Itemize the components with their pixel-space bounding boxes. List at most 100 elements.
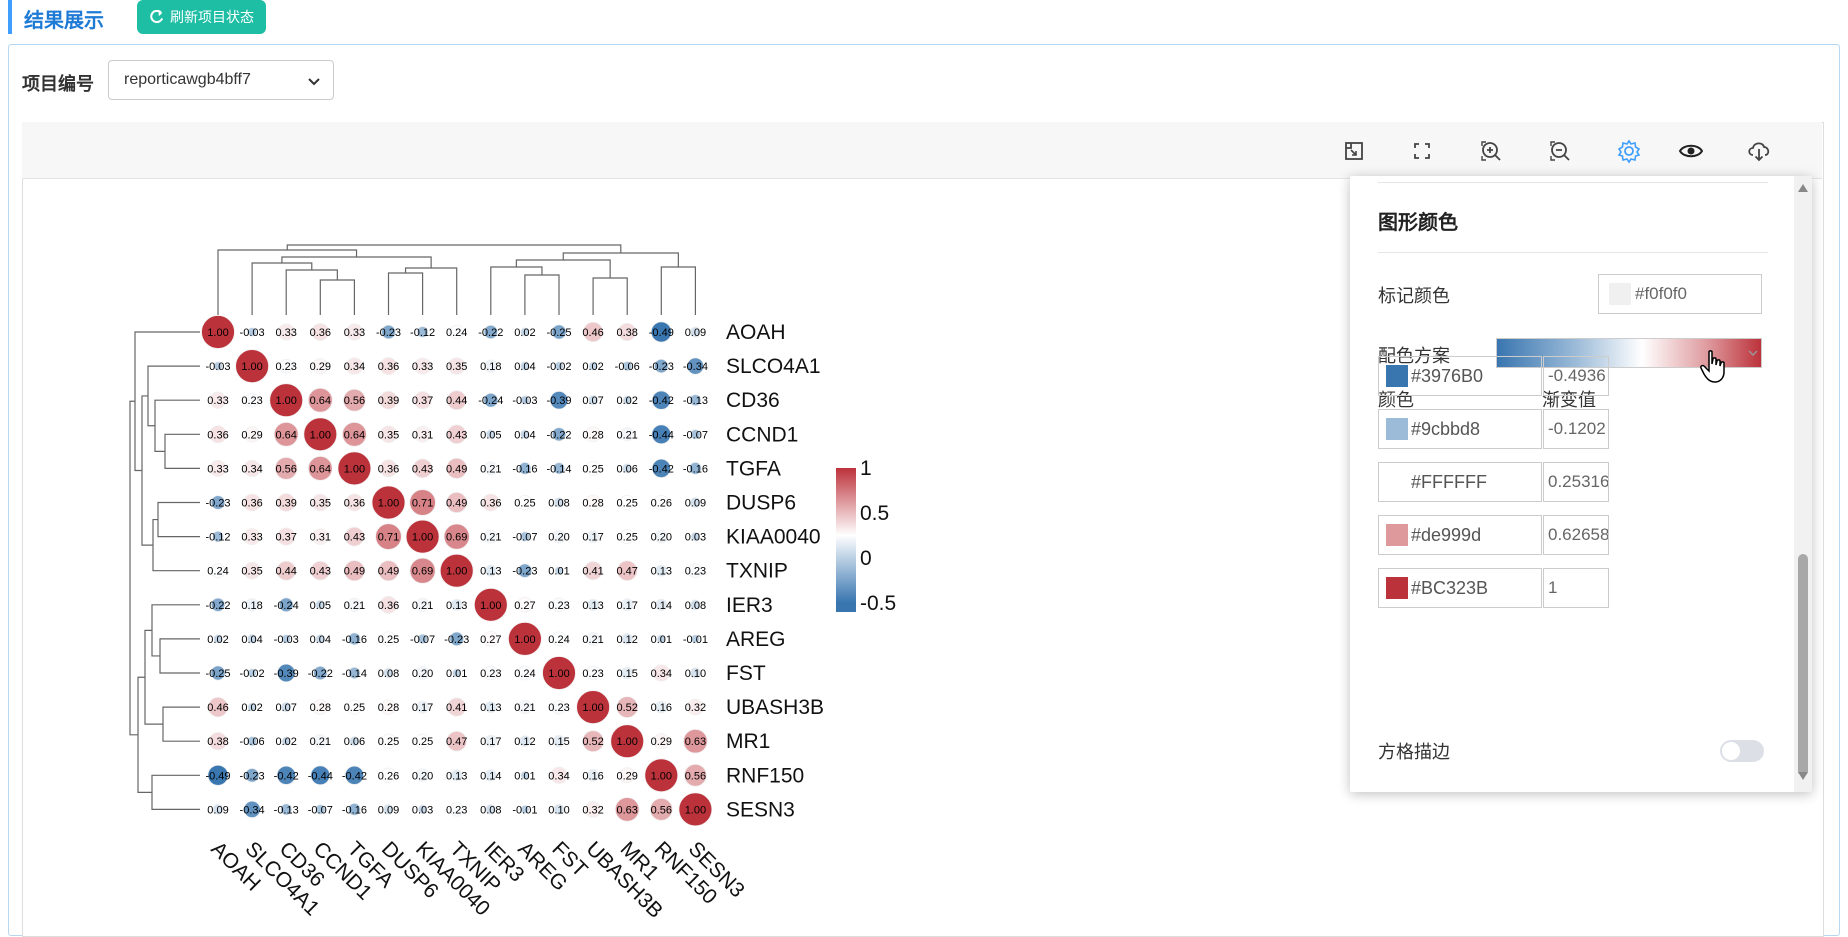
border-toggle[interactable] [1720, 740, 1764, 762]
stop-gradient-input[interactable]: -0.1202 [1543, 409, 1609, 449]
heatmap-cell [620, 666, 634, 680]
heatmap-cell [449, 802, 464, 817]
restore-icon[interactable] [1341, 138, 1367, 164]
heatmap-cell [447, 697, 467, 717]
heatmap-cell [209, 391, 227, 409]
cell-value-label: 0.12 [514, 736, 535, 748]
stop-color-input[interactable]: #de999d [1378, 515, 1542, 555]
heatmap-cell [345, 493, 364, 512]
heatmap-cell [587, 598, 600, 611]
heatmap-cell [519, 531, 531, 542]
cell-value-label: -0.06 [615, 361, 640, 373]
cell-value-label: -0.13 [683, 395, 708, 407]
cell-value-label: 0.10 [548, 804, 569, 816]
cell-value-label: 0.06 [344, 736, 365, 748]
stop-color-input[interactable]: #BC323B [1378, 568, 1542, 608]
heatmap-cell [247, 702, 257, 712]
heatmap-cell [651, 390, 671, 410]
zoom-out-icon[interactable] [1547, 138, 1573, 164]
project-label: 项目编号 [22, 74, 94, 94]
stop-gradient-input[interactable]: 0.25316 [1543, 462, 1609, 502]
stop-color-swatch [1386, 418, 1408, 440]
popover-scrollbar[interactable] [1794, 176, 1812, 792]
refresh-icon [150, 9, 164, 23]
stop-color-input[interactable]: #9cbbd8 [1378, 409, 1542, 449]
scroll-up-icon[interactable] [1798, 184, 1808, 192]
cell-value-label: 0.23 [548, 702, 569, 714]
cell-value-label: 0.56 [344, 395, 365, 407]
cell-value-label: -0.14 [546, 463, 571, 475]
cell-value-label: 0.69 [446, 532, 467, 544]
heatmap-cell [381, 324, 396, 340]
heatmap-cell [311, 493, 330, 512]
fullscreen-icon[interactable] [1409, 138, 1435, 164]
refresh-button[interactable]: 刷新项目状态 [137, 0, 266, 34]
cell-value-label: 0.25 [378, 634, 399, 646]
heatmap-cell [473, 587, 508, 622]
cell-value-label: 0.31 [412, 429, 433, 441]
heatmap-cell [484, 734, 498, 748]
cell-value-label: -0.07 [410, 634, 435, 646]
heatmap-cell [483, 665, 499, 681]
stop-gradient-input[interactable]: 1 [1543, 568, 1609, 608]
cell-value-label: 0.05 [480, 429, 501, 441]
cell-value-label: -0.12 [410, 327, 435, 339]
cell-value-label: 0.24 [514, 668, 535, 680]
settings-icon[interactable] [1616, 138, 1642, 164]
stop-gradient-input[interactable]: -0.4936 [1543, 356, 1609, 396]
scroll-down-icon[interactable] [1798, 772, 1808, 780]
heatmap-cell [243, 528, 261, 546]
cell-value-label: -0.13 [274, 804, 299, 816]
cell-value-label: 0.25 [616, 498, 637, 510]
heatmap-cell [689, 326, 701, 338]
heatmap-cell [551, 631, 567, 647]
cell-value-label: -0.23 [444, 634, 469, 646]
heatmap-cell [552, 529, 566, 544]
row-label: TXNIP [726, 560, 788, 583]
cell-value-label: 0.01 [548, 566, 569, 578]
download-icon[interactable] [1746, 138, 1772, 164]
heatmap-cell [310, 765, 331, 786]
zoom-in-icon[interactable] [1478, 138, 1504, 164]
dendrogram-branch [251, 262, 313, 315]
cell-value-label: 1.00 [344, 463, 365, 475]
heatmap-cell [588, 361, 598, 371]
heatmap-cell [380, 767, 397, 783]
heatmap-cell [416, 326, 429, 338]
heatmap-cell [508, 622, 542, 656]
divider [1378, 182, 1768, 183]
cell-value-label: 0.35 [378, 429, 399, 441]
settings-popover: 图形颜色 标记颜色 #f0f0f0 配色方案 颜色 渐变值 #3976B0 -0.… [1350, 176, 1812, 792]
cell-value-label: -0.42 [649, 463, 674, 475]
dendrogram-branch [154, 399, 200, 452]
cell-value-label: 0.35 [310, 498, 331, 510]
stop-color-input[interactable]: #FFFFFF [1378, 462, 1542, 502]
eye-icon[interactable] [1678, 138, 1704, 164]
stop-color-input[interactable]: #3976B0 [1378, 356, 1542, 396]
mark-color-input[interactable]: #f0f0f0 [1598, 274, 1762, 314]
heatmap-cell [585, 494, 601, 511]
project-select[interactable]: reporticawgb4bff7 [108, 60, 334, 100]
cell-value-label: -0.44 [649, 429, 674, 441]
cell-value-label: 0.43 [446, 429, 467, 441]
heatmap-cell [303, 417, 338, 452]
cell-value-label: 0.32 [582, 804, 603, 816]
scroll-thumb[interactable] [1798, 554, 1808, 776]
cell-value-label: 0.46 [582, 327, 603, 339]
cell-value-label: -0.23 [376, 327, 401, 339]
cell-value-label: 0.17 [480, 736, 501, 748]
cell-value-label: 0.64 [310, 395, 331, 407]
heatmap-cell [417, 804, 428, 815]
heatmap-cell [576, 690, 610, 724]
cell-value-label: 0.26 [378, 770, 399, 782]
cell-value-label: -0.24 [478, 395, 503, 407]
heatmap-cell [273, 421, 299, 447]
heatmap-cell [656, 634, 666, 644]
cell-value-label: 0.36 [378, 600, 399, 612]
heatmap-cell [483, 324, 498, 340]
heatmap-cell [551, 597, 567, 613]
stop-gradient-input[interactable]: 0.62658 [1543, 515, 1609, 555]
cell-value-label: 0.41 [582, 566, 603, 578]
heatmap-cell [208, 732, 228, 751]
heatmap-cell [382, 803, 395, 815]
